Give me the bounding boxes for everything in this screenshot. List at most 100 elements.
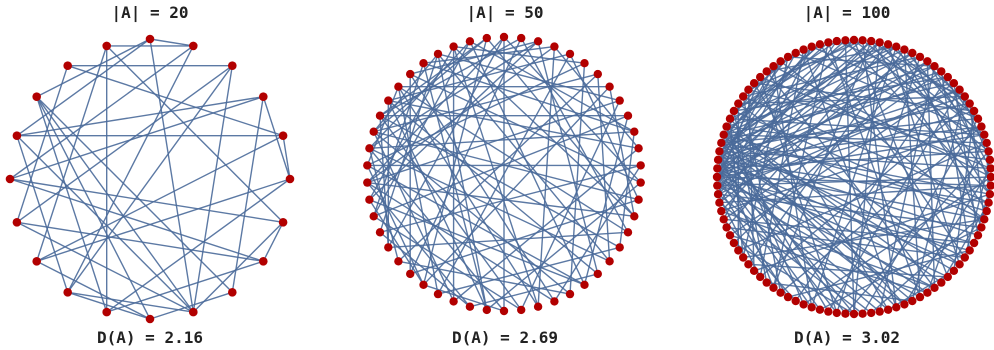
node (776, 57, 785, 66)
edge (733, 110, 985, 220)
node (965, 99, 974, 108)
node (749, 79, 759, 88)
edge (553, 46, 640, 149)
edge (844, 39, 991, 195)
edge (67, 291, 151, 320)
node (565, 49, 575, 59)
panel-caption: D(A) = 2.16 (97, 328, 203, 347)
edge (953, 110, 975, 271)
node (824, 38, 833, 47)
node (783, 292, 793, 302)
edge (753, 193, 991, 272)
node (717, 138, 726, 148)
node (973, 231, 983, 240)
node (756, 72, 765, 82)
edge (748, 39, 863, 91)
edge (422, 37, 488, 285)
node (634, 144, 643, 153)
node (715, 147, 724, 156)
edge (721, 210, 935, 289)
edge (969, 103, 985, 220)
edge (192, 65, 233, 313)
node (719, 130, 728, 139)
node (937, 278, 946, 287)
node (960, 253, 969, 262)
edge (373, 40, 471, 217)
node (363, 161, 372, 170)
node (923, 57, 932, 66)
node (715, 198, 724, 207)
node (908, 296, 917, 306)
node (883, 40, 893, 49)
edges (366, 36, 642, 312)
node (365, 195, 374, 204)
node (228, 61, 237, 70)
edge (870, 40, 971, 105)
node (63, 288, 72, 297)
node (636, 161, 645, 170)
node (63, 61, 72, 70)
edge (486, 182, 642, 311)
edge (422, 86, 611, 286)
node (955, 85, 964, 94)
edge (36, 178, 291, 262)
edge (879, 41, 992, 178)
node (799, 45, 808, 54)
graph-100 (712, 35, 994, 319)
panel-caption: D(A) = 2.69 (452, 328, 558, 347)
node (744, 85, 753, 94)
node (465, 37, 475, 46)
edge (373, 131, 639, 201)
node (980, 130, 989, 139)
edge (192, 221, 284, 313)
edge (149, 38, 194, 47)
node (769, 61, 778, 71)
node (259, 257, 268, 266)
node (729, 106, 739, 116)
edge (742, 56, 789, 258)
edge (723, 218, 797, 302)
edge (608, 86, 635, 217)
node (984, 147, 993, 156)
edge (733, 39, 855, 112)
edge (597, 74, 611, 262)
node (375, 111, 385, 120)
node (841, 36, 850, 45)
edge (262, 96, 291, 180)
edge (16, 135, 194, 313)
node (799, 300, 808, 309)
node (908, 48, 917, 58)
edge (795, 52, 985, 136)
node (776, 288, 785, 297)
node (937, 67, 946, 76)
edge (737, 103, 961, 265)
node (145, 314, 155, 324)
node (949, 266, 959, 275)
node (977, 223, 986, 232)
node (984, 198, 993, 207)
edge (716, 65, 775, 169)
edge (373, 53, 439, 133)
edge (409, 199, 639, 275)
edge (397, 73, 599, 262)
node (722, 223, 731, 232)
edge (469, 273, 598, 308)
node (949, 79, 959, 88)
node (623, 111, 633, 120)
edge (879, 66, 936, 312)
node (228, 288, 237, 297)
edge (911, 52, 983, 228)
edge (836, 40, 966, 98)
node (278, 218, 288, 227)
edge (853, 39, 949, 278)
node (32, 257, 41, 266)
node (394, 257, 403, 266)
panel-100: |A| = 100 D(A) = 3.02 (700, 0, 994, 350)
node (433, 49, 443, 59)
nodes (363, 32, 645, 316)
edge (231, 96, 264, 293)
node (762, 278, 771, 287)
node (634, 195, 643, 204)
edge (486, 37, 635, 217)
node (580, 280, 589, 289)
